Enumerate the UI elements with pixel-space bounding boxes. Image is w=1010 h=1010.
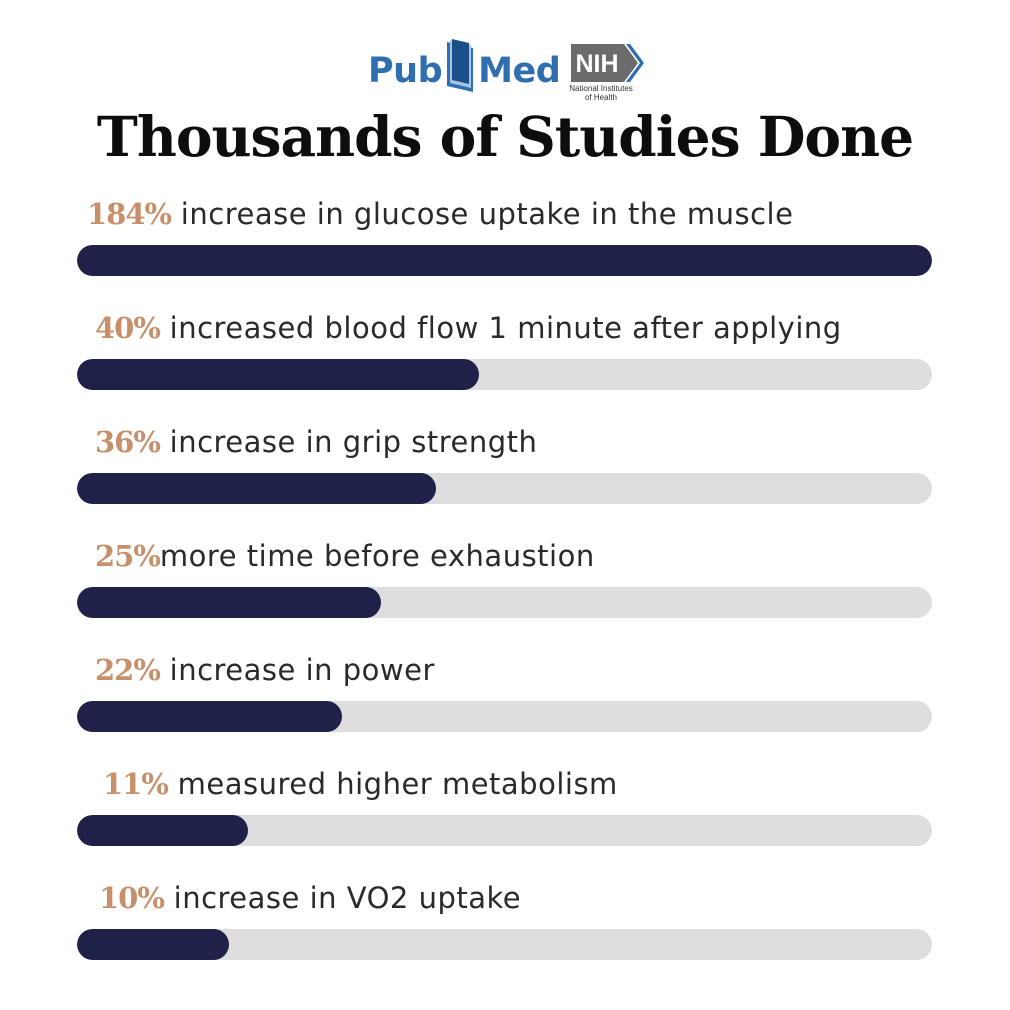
pubmed-logo-pub: Pub	[368, 51, 443, 91]
nih-logo: NIH	[571, 44, 644, 82]
bar-track	[77, 587, 932, 618]
nih-caption: National Institutes of Health	[561, 84, 641, 102]
nih-logo-text: NIH	[575, 50, 618, 78]
chart-row: 22% increase in power	[77, 650, 932, 740]
bar-label: 36% increase in grip strength	[95, 422, 537, 462]
bar-track	[77, 473, 932, 504]
bar-value-label: 22%	[95, 653, 161, 687]
bar-track	[77, 701, 932, 732]
bar-value-label: 11%	[103, 767, 169, 801]
bar-track	[77, 815, 932, 846]
chart-row: 11% measured higher metabolism	[77, 764, 932, 854]
bar-value-label: 25%	[95, 539, 161, 573]
bar-category-label: increase in grip strength	[159, 425, 538, 459]
bar	[77, 473, 437, 504]
bar-label: 25%more time before exhaustion	[95, 536, 595, 576]
bar-track	[77, 359, 932, 390]
bar-category-label: increase in glucose uptake in the muscle	[171, 197, 794, 231]
bar	[77, 245, 932, 276]
bar-label: 10% increase in VO2 uptake	[99, 878, 521, 918]
bar-category-label: more time before exhaustion	[159, 539, 595, 573]
chart-row: 10% increase in VO2 uptake	[77, 878, 932, 968]
bar-track	[77, 929, 932, 960]
chart-row: 184% increase in glucose uptake in the m…	[77, 194, 932, 284]
bar-category-label: measured higher metabolism	[167, 767, 618, 801]
page-title: Thousands of Studies Done	[96, 104, 914, 169]
chart-row: 25%more time before exhaustion	[77, 536, 932, 626]
book-icon	[447, 39, 474, 92]
bar	[77, 587, 381, 618]
nih-caption-line2: of Health	[584, 93, 618, 102]
chart-row: 36% increase in grip strength	[77, 422, 932, 512]
bar-value-label: 184%	[87, 197, 172, 231]
logo-header: Pub Med NIH National Institutes of Healt…	[0, 34, 1010, 104]
bar	[77, 929, 230, 960]
bar-category-label: increase in power	[159, 653, 435, 687]
bar-label: 11% measured higher metabolism	[103, 764, 618, 804]
bar-value-label: 40%	[95, 311, 161, 345]
bar-label: 184% increase in glucose uptake in the m…	[87, 194, 793, 234]
bar-label: 40% increased blood flow 1 minute after …	[95, 308, 842, 348]
bar	[77, 701, 343, 732]
nih-caption-line1: National Institutes	[569, 84, 633, 93]
bar-category-label: increase in VO2 uptake	[163, 881, 522, 915]
chart-row: 40% increased blood flow 1 minute after …	[77, 308, 932, 398]
bar-value-label: 36%	[95, 425, 161, 459]
pubmed-logo: Pub Med	[368, 39, 561, 96]
bar-track	[77, 245, 932, 276]
bar	[77, 359, 479, 390]
bar-label: 22% increase in power	[95, 650, 435, 690]
pubmed-logo-med: Med	[478, 51, 561, 91]
bar-value-label: 10%	[99, 881, 165, 915]
bar	[77, 815, 248, 846]
bar-category-label: increased blood flow 1 minute after appl…	[159, 311, 842, 345]
